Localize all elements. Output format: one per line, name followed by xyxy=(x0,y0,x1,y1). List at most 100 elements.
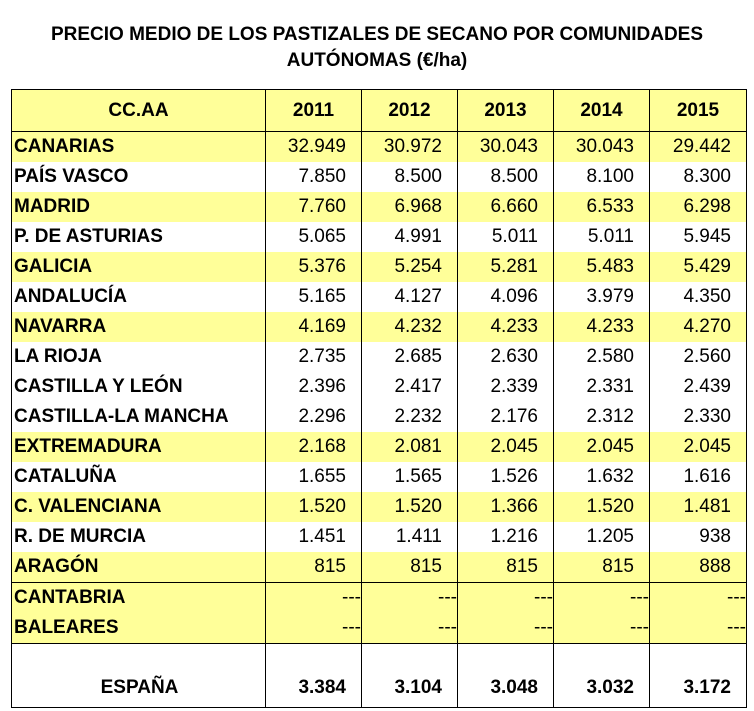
price-cell: --- xyxy=(265,582,362,613)
table-title: PRECIO MEDIO DE LOS PASTIZALES DE SECANO… xyxy=(0,22,754,74)
price-cell: 5.065 xyxy=(265,222,362,252)
price-cell: --- xyxy=(553,582,650,613)
price-cell: --- xyxy=(457,613,554,644)
region-name: NAVARRA xyxy=(11,312,266,342)
price-cell: 815 xyxy=(553,552,650,583)
price-cell: 2.439 xyxy=(649,372,747,402)
price-cell: 4.232 xyxy=(361,312,458,342)
region-name: CANTABRIA xyxy=(11,582,266,613)
price-cell: 6.968 xyxy=(361,192,458,222)
price-cell: --- xyxy=(361,582,458,613)
price-cell: 6.298 xyxy=(649,192,747,222)
price-cell: 2.045 xyxy=(553,432,650,462)
table-row: CASTILLA-LA MANCHA 2.296 2.232 2.176 2.312 2.… xyxy=(11,402,747,432)
price-cell: 2.396 xyxy=(265,372,362,402)
region-name: P. DE ASTURIAS xyxy=(11,222,266,252)
price-cell: 1.451 xyxy=(265,522,362,552)
price-cell: 29.442 xyxy=(649,131,747,162)
price-cell: 2.330 xyxy=(649,402,747,432)
price-cell: 815 xyxy=(361,552,458,583)
total-cell: 3.172 xyxy=(649,643,747,708)
price-cell: 2.735 xyxy=(265,342,362,372)
table-row: CANARIAS 32.949 30.972 30.043 30.043 29.442 xyxy=(11,131,747,162)
total-row: ESPAÑA 3.384 3.104 3.048 3.032 3.172 xyxy=(11,643,747,708)
region-name: MADRID xyxy=(11,192,266,222)
price-cell: --- xyxy=(457,582,554,613)
price-cell: 5.429 xyxy=(649,252,747,282)
price-cell: 2.685 xyxy=(361,342,458,372)
price-cell: 2.232 xyxy=(361,402,458,432)
region-name: CATALUÑA xyxy=(11,462,266,492)
price-cell: 2.331 xyxy=(553,372,650,402)
price-cell: --- xyxy=(361,613,458,644)
total-label: ESPAÑA xyxy=(11,643,266,708)
price-cell: 2.168 xyxy=(265,432,362,462)
price-cell: 1.655 xyxy=(265,462,362,492)
table-row: CATALUÑA 1.655 1.565 1.526 1.632 1.616 xyxy=(11,462,747,492)
price-cell: 2.045 xyxy=(457,432,554,462)
table-row: EXTREMADURA 2.168 2.081 2.045 2.045 2.045 xyxy=(11,432,747,462)
price-cell: 30.043 xyxy=(457,131,554,162)
region-name: LA RIOJA xyxy=(11,342,266,372)
table-row: PAÍS VASCO 7.850 8.500 8.500 8.100 8.300 xyxy=(11,162,747,192)
region-name: BALEARES xyxy=(11,613,266,644)
price-cell: 3.979 xyxy=(553,282,650,312)
table-row: CANTABRIA --- --- --- --- --- xyxy=(11,582,747,613)
region-name: ANDALUCÍA xyxy=(11,282,266,312)
price-cell: 5.483 xyxy=(553,252,650,282)
price-cell: 938 xyxy=(649,522,747,552)
price-cell: 5.281 xyxy=(457,252,554,282)
price-cell: 4.096 xyxy=(457,282,554,312)
price-cell: 2.081 xyxy=(361,432,458,462)
price-cell: 1.216 xyxy=(457,522,554,552)
price-cell: 2.339 xyxy=(457,372,554,402)
price-cell: 5.165 xyxy=(265,282,362,312)
price-cell: 1.616 xyxy=(649,462,747,492)
price-cell: 5.254 xyxy=(361,252,458,282)
region-name: CASTILLA-LA MANCHA xyxy=(11,402,266,432)
price-cell: 4.270 xyxy=(649,312,747,342)
price-cell: 1.632 xyxy=(553,462,650,492)
table-row: C. VALENCIANA 1.520 1.520 1.366 1.520 1.481 xyxy=(11,492,747,522)
price-cell: 888 xyxy=(649,552,747,583)
price-cell: 30.972 xyxy=(361,131,458,162)
header-year-2012: 2012 xyxy=(361,89,458,132)
price-cell: 1.520 xyxy=(265,492,362,522)
price-cell: 1.366 xyxy=(457,492,554,522)
table-row: NAVARRA 4.169 4.232 4.233 4.233 4.270 xyxy=(11,312,747,342)
price-cell: 2.580 xyxy=(553,342,650,372)
header-row: CC.AA 2011 2012 2013 2014 2015 xyxy=(11,89,747,132)
price-cell: 5.011 xyxy=(553,222,650,252)
price-cell: 2.560 xyxy=(649,342,747,372)
price-cell: 2.630 xyxy=(457,342,554,372)
header-year-2011: 2011 xyxy=(265,89,362,132)
table-title-line-1: PRECIO MEDIO DE LOS PASTIZALES DE SECANO… xyxy=(50,24,704,45)
price-cell: 1.520 xyxy=(361,492,458,522)
region-name: CANARIAS xyxy=(11,131,266,162)
price-cell: 30.043 xyxy=(553,131,650,162)
price-cell: 6.533 xyxy=(553,192,650,222)
region-name: C. VALENCIANA xyxy=(11,492,266,522)
price-cell: 2.045 xyxy=(649,432,747,462)
total-cell: 3.048 xyxy=(457,643,554,708)
table-title-line-2: AUTÓNOMAS (€/ha) xyxy=(286,50,468,71)
table-body: CANARIAS 32.949 30.972 30.043 30.043 29.442 PA… xyxy=(11,131,747,708)
price-cell: 4.127 xyxy=(361,282,458,312)
region-name: EXTREMADURA xyxy=(11,432,266,462)
table-row: R. DE MURCIA 1.451 1.411 1.216 1.205 938 xyxy=(11,522,747,552)
price-cell: 6.660 xyxy=(457,192,554,222)
table-row: LA RIOJA 2.735 2.685 2.630 2.580 2.560 xyxy=(11,342,747,372)
price-cell: 1.520 xyxy=(553,492,650,522)
price-cell: 4.233 xyxy=(553,312,650,342)
table-row: MADRID 7.760 6.968 6.660 6.533 6.298 xyxy=(11,192,747,222)
table-row: GALICIA 5.376 5.254 5.281 5.483 5.429 xyxy=(11,252,747,282)
total-cell: 3.104 xyxy=(361,643,458,708)
price-cell: 8.300 xyxy=(649,162,747,192)
region-name: R. DE MURCIA xyxy=(11,522,266,552)
table-row: CASTILLA Y LEÓN 2.396 2.417 2.339 2.331 2.439 xyxy=(11,372,747,402)
price-cell: --- xyxy=(649,582,747,613)
price-cell: 815 xyxy=(457,552,554,583)
region-name: PAÍS VASCO xyxy=(11,162,266,192)
header-year-2014: 2014 xyxy=(553,89,650,132)
price-cell: 7.850 xyxy=(265,162,362,192)
